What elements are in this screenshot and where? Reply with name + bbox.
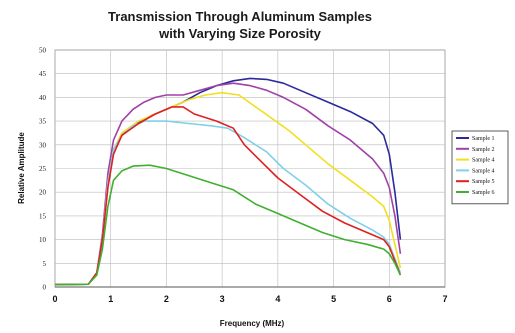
x-axis-label: Frequency (MHz)	[220, 319, 285, 328]
y-axis-label: Relative Amplitude	[17, 132, 26, 204]
series-line-5	[54, 106, 402, 286]
legend-item-label: Sample 5	[472, 179, 495, 185]
chart-subtitle: with Varying Size Porosity	[158, 26, 322, 41]
chart-title: Transmission Through Aluminum Samples	[108, 9, 372, 24]
series-line-6	[54, 164, 402, 286]
y-tick-label: 25	[39, 165, 47, 173]
legend-item-label: Sample 6	[472, 190, 495, 196]
legend-item-label: Sample 1	[472, 136, 495, 142]
x-tick-label: 4	[275, 294, 280, 304]
y-tick-label: 50	[39, 47, 47, 55]
y-tick-label: 5	[43, 260, 47, 268]
x-tick-label: 5	[331, 294, 336, 304]
y-tick-labels: 0 5 10 15 20 25 30 35 40 45 50	[39, 47, 47, 292]
y-tick-label: 15	[39, 212, 47, 220]
y-tick-label: 20	[39, 189, 47, 197]
y-tick-label: 40	[39, 94, 47, 102]
legend-item-label: Sample 4	[472, 168, 495, 174]
x-tick-label: 7	[442, 294, 447, 304]
legend: Sample 1 Sample 2 Sample 4 Sample 4 Sample 5…	[451, 130, 509, 205]
y-tick-label: 35	[39, 118, 47, 126]
x-tick-label: 3	[220, 294, 225, 304]
y-tick-label: 0	[43, 284, 47, 292]
legend-item-label: Sample 2	[472, 147, 495, 153]
legend-item-label: Sample 4	[472, 158, 495, 164]
x-tick-label: 0	[52, 294, 57, 304]
x-tick-labels: 0 1 2 3 4 5 6 7	[52, 294, 447, 304]
x-tick-label: 2	[164, 294, 169, 304]
x-tick-label: 1	[108, 294, 113, 304]
y-tick-label: 30	[39, 141, 47, 149]
y-tick-label: 10	[39, 236, 47, 244]
x-tick-label: 6	[387, 294, 392, 304]
series-lines	[54, 77, 402, 286]
y-tick-label: 45	[39, 70, 47, 78]
series-line-2	[54, 82, 402, 286]
